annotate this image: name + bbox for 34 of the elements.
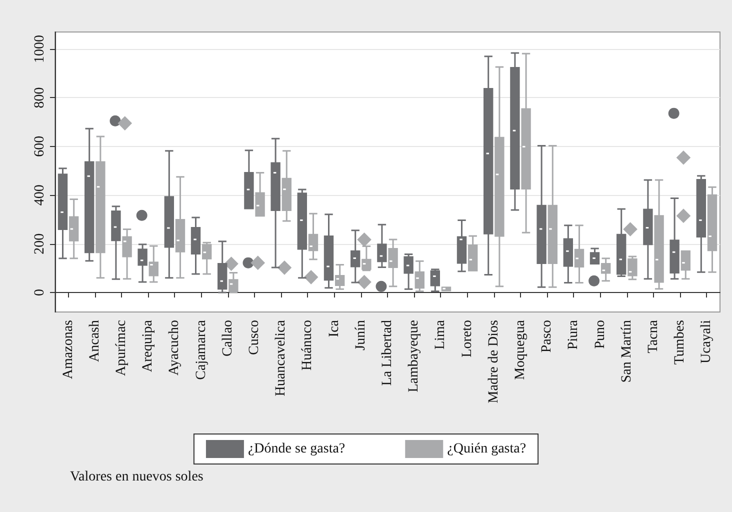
- y-tick-label: 0: [32, 289, 48, 296]
- x-tick-label: Moquegua: [513, 319, 528, 380]
- x-tick-label: Tumbes: [672, 320, 688, 365]
- legend-label: ¿Dónde se gasta?: [248, 442, 346, 456]
- x-tick-label: Madre de Dios: [486, 320, 502, 404]
- x-tick-label: Cajamarca: [194, 319, 209, 380]
- y-tick-label: 800: [32, 87, 48, 108]
- x-tick-label: Huánuco: [300, 320, 316, 371]
- y-tick-label: 200: [32, 233, 48, 254]
- x-tick-label: Callao: [220, 320, 236, 357]
- y-tick-label: 600: [32, 136, 48, 157]
- x-tick-label: Lima: [433, 319, 448, 350]
- x-tick-label: Ica: [326, 319, 342, 338]
- x-tick-label: Ayacucho: [167, 320, 182, 376]
- x-tick-label: Ancash: [87, 320, 102, 362]
- x-tick-label: Amazonas: [60, 320, 76, 380]
- x-tick-label: Arequipa: [140, 319, 156, 372]
- x-tick-label: Cusco: [247, 320, 262, 355]
- legend-label: ¿Quién gasta?: [447, 442, 526, 456]
- x-tick-label: La Libertad: [380, 320, 395, 386]
- y-tick-label: 1000: [32, 35, 48, 64]
- x-tick-label: Ucayali: [699, 320, 714, 364]
- x-tick-label: Puno: [592, 320, 608, 349]
- x-tick-label: Huancavelica: [274, 319, 289, 396]
- x-tick-label: Junín: [353, 320, 368, 350]
- text: Valores en nuevos soles: [70, 470, 204, 484]
- x-tick-label: Apurímac: [114, 320, 129, 376]
- x-tick-label: San Martín: [619, 320, 634, 383]
- x-tick-label: Tacna: [646, 319, 661, 354]
- y-tick-label: 400: [32, 184, 48, 206]
- x-tick-label: Pasco: [540, 320, 555, 353]
- x-tick-label: Lambayeque: [406, 320, 422, 392]
- x-tick-label: Loreto: [460, 320, 475, 358]
- x-tick-label: Piura: [566, 319, 582, 350]
